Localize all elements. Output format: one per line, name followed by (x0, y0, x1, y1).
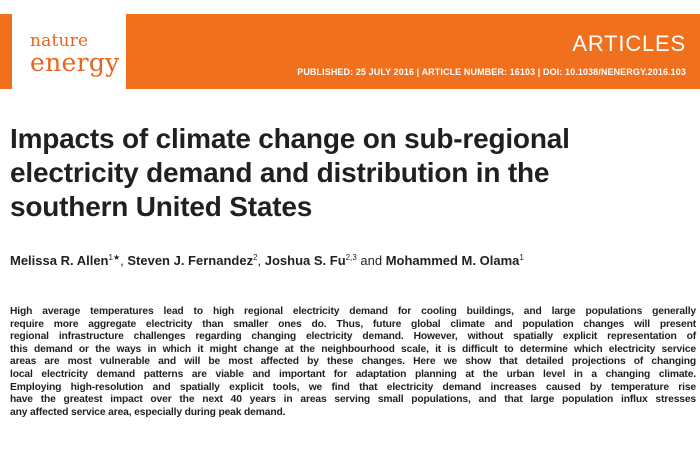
author-affiliation: 1★ (108, 253, 121, 262)
author-separator: and (356, 253, 386, 268)
author-separator: , (120, 253, 128, 268)
author-name[interactable]: Melissa R. Allen (10, 253, 109, 268)
author-affiliation: 1 (519, 253, 524, 262)
author-name[interactable]: Mohammed M. Olama (385, 253, 520, 268)
abstract-line: this demand or the ways in which it migh… (10, 343, 696, 355)
abstract: High average temperatures lead to high r… (10, 306, 696, 419)
journal-logo-line1: nature (30, 31, 89, 51)
author-affiliation: 2 (253, 253, 258, 262)
abstract-line: require more aggregate electricity than … (10, 318, 696, 330)
abstract-line: any affected service area, especially du… (10, 406, 286, 418)
author-name[interactable]: Steven J. Fernandez (127, 253, 254, 268)
author-name[interactable]: Joshua S. Fu (264, 253, 346, 268)
abstract-line: Employing high-resolution and spatially … (10, 381, 696, 393)
journal-banner: nature energy ARTICLES PUBLISHED: 25 JUL… (0, 14, 700, 89)
abstract-line: have the greatest impact over the next 4… (10, 394, 696, 406)
author-affiliation: 2,3 (345, 253, 357, 262)
author-list: Melissa R. Allen1★, Steven J. Fernandez2… (10, 253, 524, 269)
abstract-line: areas are most vulnerable and will be mo… (10, 356, 696, 368)
abstract-line: regional infrastructure challenges regar… (10, 331, 696, 343)
title-line: southern United States (10, 191, 313, 222)
author-separator: , (257, 253, 265, 268)
journal-logo[interactable]: nature energy (12, 14, 126, 89)
abstract-line: High average temperatures lead to high r… (10, 306, 696, 317)
section-label: ARTICLES (572, 31, 686, 56)
article-title: Impacts of climate change on sub-regiona… (10, 122, 670, 224)
title-line: electricity demand and distribution in t… (10, 157, 550, 188)
journal-logo-line2: energy (30, 48, 120, 77)
title-line: Impacts of climate change on sub-regiona… (10, 123, 570, 154)
publication-info: PUBLISHED: 25 JULY 2016 | ARTICLE NUMBER… (297, 67, 686, 77)
abstract-line: local electricity demand patterns are vi… (10, 368, 696, 380)
